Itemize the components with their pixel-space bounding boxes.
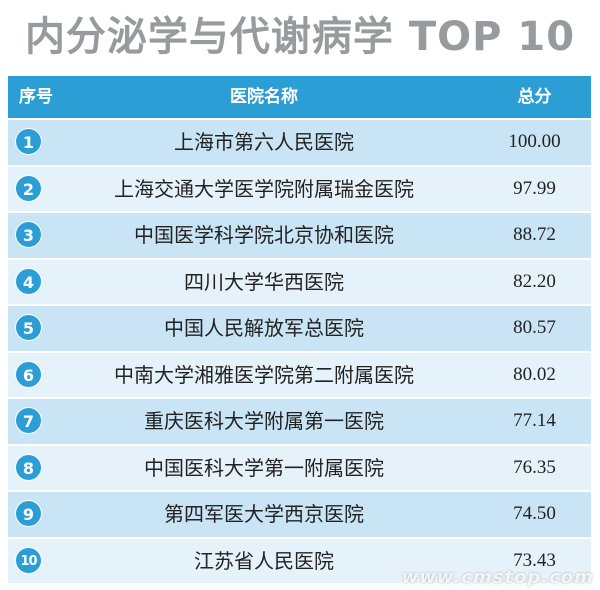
hospital-name: 重庆医科大学附属第一医院: [144, 409, 384, 433]
rank-badge-icon: 5: [15, 314, 42, 341]
table-row: 9 第四军医大学西京医院 74.50: [8, 492, 591, 537]
rank-badge-icon: 4: [15, 267, 42, 295]
rank-badge-icon: 10: [15, 546, 42, 574]
table-row: 6 中南大学湘雅医学院第二附属医院 80.02: [8, 352, 591, 397]
total-score: 88.72: [513, 224, 556, 245]
hospital-name: 第四军医大学西京医院: [164, 502, 364, 526]
hospital-name: 中南大学湘雅医学院第二附属医院: [114, 362, 414, 387]
rank-badge-icon: 1: [15, 128, 42, 155]
hospital-name: 四川大学华西医院: [184, 269, 344, 294]
total-score: 100.00: [508, 131, 561, 152]
rank-badge-icon: 3: [15, 221, 42, 248]
rank-badge-icon: 6: [15, 360, 42, 388]
total-score: 80.02: [513, 363, 556, 385]
ranking-table: 序号 医院名称 总分 1 上海市第六人民医院 100.00 2 上海交通大学医学…: [8, 76, 591, 590]
table-row: 8 中国医科大学第一附属医院 76.35: [8, 445, 591, 490]
total-score: 82.20: [513, 270, 556, 292]
table-row: 4 四川大学华西医院 82.20: [8, 259, 591, 304]
header-rank: 序号: [19, 87, 53, 107]
hospital-name: 中国医学科学院北京协和医院: [134, 223, 394, 247]
hospital-name: 中国医科大学第一附属医院: [144, 455, 384, 480]
hospital-name: 上海市第六人民医院: [174, 130, 354, 154]
total-score: 76.35: [513, 456, 556, 478]
rank-badge-icon: 2: [15, 174, 42, 202]
hospital-name: 中国人民解放军总医院: [164, 316, 364, 340]
hospital-name: 江苏省人民医院: [194, 548, 334, 573]
total-score: 77.14: [513, 410, 556, 431]
header-total-score: 总分: [517, 87, 552, 107]
table-row: 10 江苏省人民医院 73.43: [8, 538, 591, 583]
total-score: 74.50: [513, 503, 556, 524]
total-score: 73.43: [513, 549, 556, 571]
total-score: 97.99: [513, 177, 556, 199]
hospital-name: 上海交通大学医学院附属瑞金医院: [114, 176, 414, 201]
table-row: 5 中国人民解放军总医院 80.57: [8, 306, 591, 351]
page-title: 内分泌学与代谢病学 TOP 10: [24, 14, 576, 60]
table-body: 1 上海市第六人民医院 100.00 2 上海交通大学医学院附属瑞金医院 97.…: [8, 120, 591, 585]
rank-badge-icon: 9: [15, 500, 42, 527]
table-row: 3 中国医学科学院北京协和医院 88.72: [8, 213, 591, 258]
table-header: 序号 医院名称 总分: [8, 76, 591, 118]
header-hospital-name: 医院名称: [230, 87, 298, 107]
table-row: 2 上海交通大学医学院附属瑞金医院 97.99: [8, 166, 591, 211]
watermark: www.cmstop.com: [401, 567, 594, 588]
total-score: 80.57: [513, 317, 556, 338]
table-row: 1 上海市第六人民医院 100.00: [8, 120, 591, 165]
rank-badge-icon: 8: [15, 453, 42, 481]
table-row: 7 重庆医科大学附属第一医院 77.14: [8, 399, 591, 444]
rank-badge-icon: 7: [15, 407, 42, 434]
